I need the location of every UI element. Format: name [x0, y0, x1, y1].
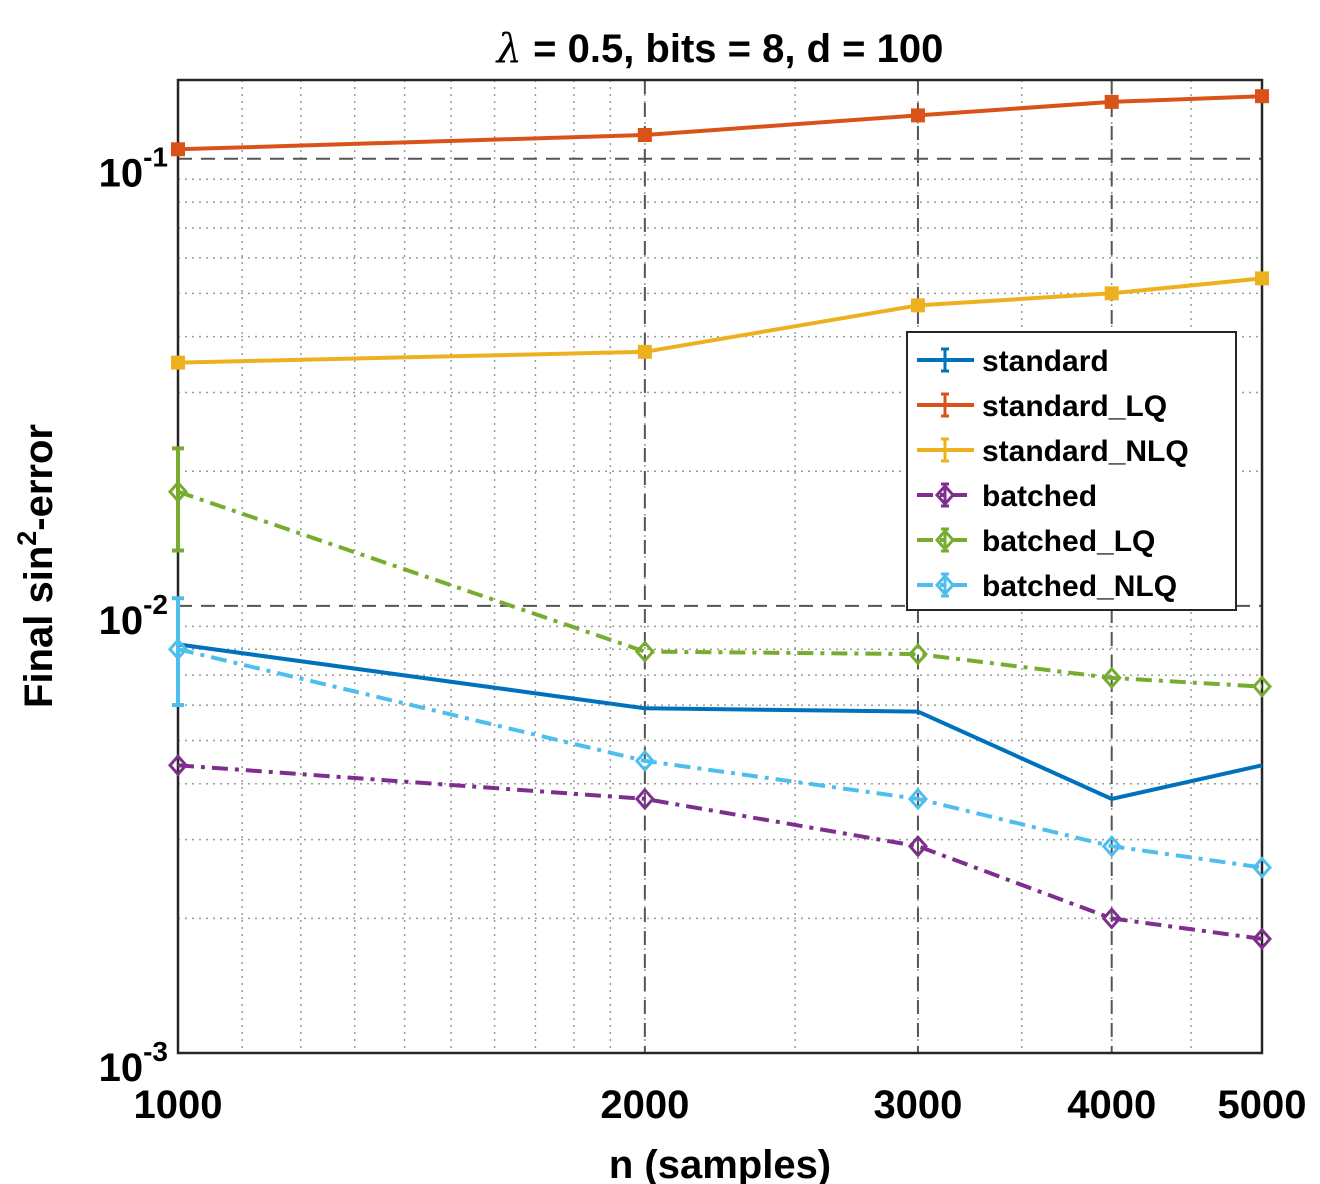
data-point-standard_LQ [1255, 89, 1269, 104]
x-tick-label: 4000 [1067, 1083, 1156, 1127]
y-tick-exponent: -1 [143, 142, 168, 173]
y-tick-base: 10 [99, 1046, 144, 1090]
legend-marker [934, 528, 956, 552]
data-point-batched_NLQ [1251, 856, 1273, 879]
legend-label: standard_LQ [982, 390, 1167, 423]
data-point-batched_LQ [907, 642, 928, 666]
series-line-standard [177, 642, 1263, 801]
y-axis-label: Final sin2-error [12, 424, 61, 708]
legend-item-standard_NLQ: standard_NLQ [917, 435, 1189, 468]
legend-marker [934, 483, 956, 507]
series-line-batched_NLQ [177, 647, 1263, 870]
x-tick-label: 5000 [1218, 1083, 1307, 1127]
data-point-standard_LQ [910, 108, 925, 123]
data-point-standard_NLQ [1104, 286, 1119, 301]
series-standard_NLQ [171, 271, 1269, 370]
series-batched_NLQ [167, 596, 1273, 879]
series-line-standard_LQ [177, 94, 1263, 152]
x-tick-label: 1000 [134, 1083, 223, 1127]
series-line-batched_LQ [177, 489, 1263, 689]
y-tick-exponent: -3 [143, 1036, 168, 1067]
legend-item-standard_LQ: standard_LQ [917, 390, 1167, 423]
legend-label: standard_NLQ [982, 435, 1189, 468]
y-tick-exponent: -2 [143, 589, 168, 620]
legend-label: standard [982, 345, 1109, 378]
x-tick-label: 2000 [600, 1083, 689, 1127]
data-point-batched_NLQ [907, 787, 928, 811]
data-point-standard_NLQ [637, 344, 652, 359]
data-point-batched_LQ [1101, 666, 1122, 690]
legend-item-batched_LQ: batched_LQ [917, 525, 1155, 558]
y-tick-base: 10 [99, 599, 144, 643]
title-lambda: λ [495, 26, 522, 72]
legend-label: batched [982, 480, 1097, 513]
data-point-batched_LQ [167, 480, 189, 503]
data-point-batched_NLQ [1101, 834, 1122, 858]
data-point-standard_LQ [1104, 94, 1119, 109]
series-line-batched [177, 763, 1263, 941]
x-tick-labels: 1000 2000 3000 4000 5000 [134, 1083, 1307, 1127]
data-point-batched [1101, 907, 1122, 930]
x-tick-label: 3000 [873, 1083, 962, 1127]
data-point-batched [907, 834, 928, 858]
series-batched [167, 754, 1273, 951]
data-point-batched_NLQ [634, 749, 655, 773]
legend-label: batched_LQ [982, 525, 1155, 558]
data-point-standard_NLQ [910, 298, 925, 313]
y-tick-label: 10-3 [99, 1036, 168, 1090]
legend-item-batched_NLQ: batched_NLQ [917, 570, 1177, 603]
series-standard [177, 642, 1263, 801]
ylabel-post: -error [17, 424, 61, 531]
legend-label: batched_NLQ [982, 570, 1177, 603]
series-standard_LQ [171, 89, 1269, 157]
series-layer [167, 89, 1273, 951]
x-axis-label: n (samples) [609, 1143, 831, 1184]
data-point-batched_NLQ [167, 637, 189, 661]
legend-marker [934, 573, 956, 597]
legend-item-standard: standard [917, 345, 1109, 378]
series-batched_LQ [167, 446, 1273, 698]
legend-item-batched: batched [917, 480, 1097, 513]
data-point-batched [634, 787, 655, 811]
chart-title: λ = 0.5, bits = 8, d = 100 [495, 26, 944, 72]
data-point-batched [167, 754, 189, 777]
data-point-batched_LQ [1251, 675, 1273, 698]
data-point-standard_LQ [637, 128, 652, 143]
y-tick-label: 10-2 [99, 589, 168, 643]
ylabel-main: Final sin [17, 546, 61, 708]
data-point-batched [1251, 927, 1273, 951]
y-tick-labels: 10-110-210-3 [99, 142, 168, 1090]
legend-box [906, 331, 1237, 611]
data-point-standard_NLQ [1255, 271, 1269, 286]
data-point-batched_LQ [634, 640, 655, 663]
plot-area [176, 78, 1264, 1055]
y-tick-label: 10-1 [99, 142, 168, 196]
title-text: = 0.5, bits = 8, d = 100 [522, 27, 943, 71]
data-point-standard_LQ [171, 142, 185, 157]
data-point-standard_NLQ [171, 355, 185, 370]
ylabel-sup: 2 [12, 531, 42, 546]
y-tick-base: 10 [99, 152, 144, 196]
